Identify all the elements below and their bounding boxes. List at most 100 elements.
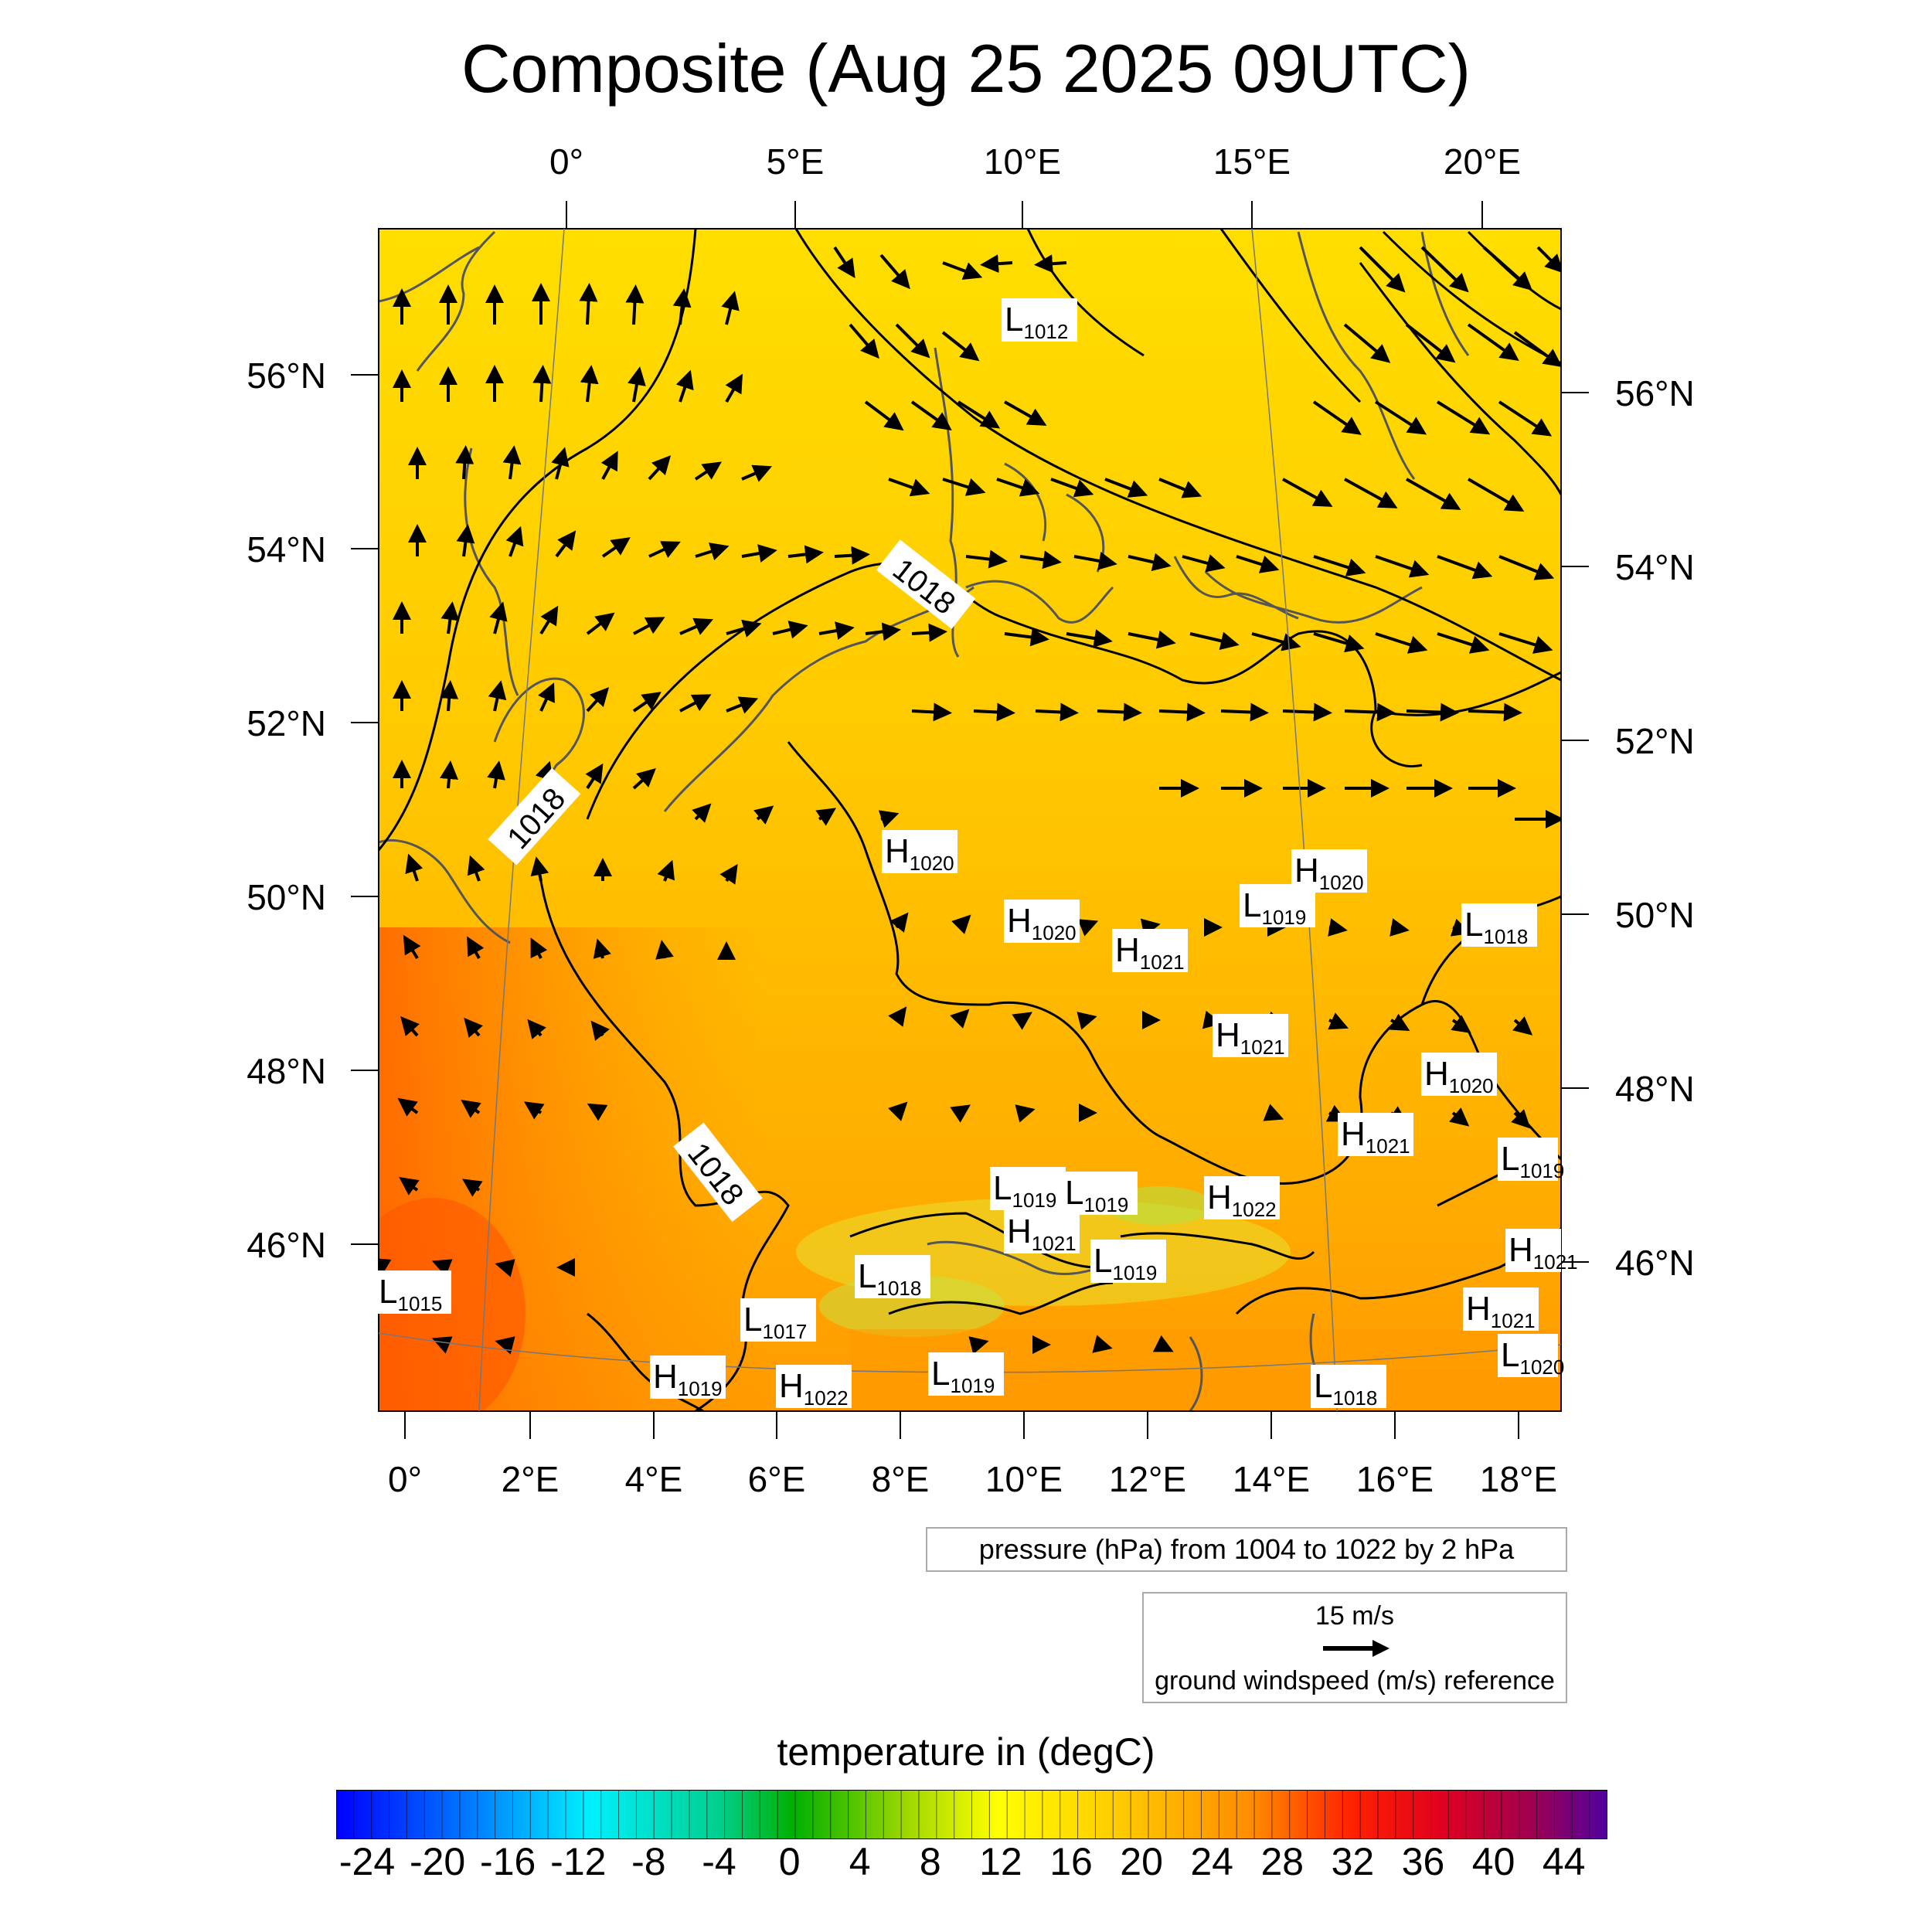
bottom-lon-label: 2°E bbox=[502, 1459, 560, 1499]
colorbar-tick-label: 24 bbox=[1190, 1840, 1233, 1883]
wind-reference-legend: 15 m/s ground windspeed (m/s) reference bbox=[1142, 1592, 1567, 1703]
bottom-lon-label: 0° bbox=[388, 1459, 422, 1499]
svg-text:H1021: H1021 bbox=[1216, 1016, 1285, 1059]
left-lat-label: 48°N bbox=[247, 1051, 326, 1091]
top-lon-label: 10°E bbox=[984, 141, 1061, 182]
pressure-center: L1019 bbox=[1062, 1172, 1138, 1216]
right-lat-label: 46°N bbox=[1615, 1243, 1695, 1283]
colorbar-tick-label: -4 bbox=[702, 1840, 736, 1883]
right-lat-label: 50°N bbox=[1615, 895, 1695, 935]
map-title: Composite (Aug 25 2025 09UTC) bbox=[461, 30, 1471, 107]
left-lat-label: 54°N bbox=[247, 529, 326, 570]
svg-text:H1021: H1021 bbox=[1466, 1290, 1536, 1332]
tick-marks bbox=[351, 201, 1589, 1439]
right-lat-labels: 56°N 54°N 52°N 50°N 48°N 46°N bbox=[1615, 373, 1695, 1283]
svg-text:H1020: H1020 bbox=[885, 832, 954, 875]
top-lon-label: 15°E bbox=[1213, 141, 1291, 182]
svg-text:L1018: L1018 bbox=[1464, 906, 1528, 948]
colorbar-tick-label: 44 bbox=[1542, 1840, 1586, 1883]
top-lon-labels: 0° 5°E 10°E 15°E 20°E bbox=[549, 141, 1521, 182]
svg-text:H1021: H1021 bbox=[1509, 1231, 1578, 1274]
weather-map: 0° 5°E 10°E 15°E 20°E 0° 2°E 4°E 6°E 8°E… bbox=[247, 141, 1695, 1499]
svg-text:L1019: L1019 bbox=[993, 1169, 1056, 1212]
svg-text:H1021: H1021 bbox=[1341, 1115, 1410, 1158]
pressure-center: L1018 bbox=[855, 1255, 930, 1300]
svg-text:H1022: H1022 bbox=[1207, 1179, 1277, 1221]
svg-text:L1018: L1018 bbox=[1314, 1367, 1377, 1410]
pressure-center: H1020 bbox=[1004, 900, 1080, 944]
pressure-center: L1017 bbox=[740, 1298, 816, 1343]
pressure-center: L1019 bbox=[1090, 1240, 1166, 1284]
colorbar-tick-label: 20 bbox=[1120, 1840, 1163, 1883]
colorbar-tick-label: 0 bbox=[778, 1840, 801, 1883]
svg-text:L1019: L1019 bbox=[1501, 1140, 1564, 1182]
svg-text:L1019: L1019 bbox=[1065, 1174, 1128, 1216]
svg-text:L1019: L1019 bbox=[1094, 1242, 1157, 1284]
pressure-center: H1020 bbox=[882, 830, 957, 875]
pressure-center: L1019 bbox=[990, 1167, 1066, 1212]
svg-text:L1012: L1012 bbox=[1005, 301, 1068, 343]
svg-text:H1020: H1020 bbox=[1424, 1055, 1494, 1097]
bottom-lon-label: 6°E bbox=[748, 1459, 806, 1499]
pressure-legend-text: pressure (hPa) from 1004 to 1022 by 2 hP… bbox=[978, 1533, 1515, 1565]
left-lat-label: 50°N bbox=[247, 877, 326, 917]
pressure-center: H1021 bbox=[1338, 1113, 1413, 1158]
svg-text:L1020: L1020 bbox=[1501, 1336, 1564, 1379]
top-lon-label: 0° bbox=[549, 141, 583, 182]
colorbar-tick-label: 12 bbox=[979, 1840, 1022, 1883]
colorbar-tick-label: 32 bbox=[1331, 1840, 1375, 1883]
top-lon-label: 20°E bbox=[1444, 141, 1521, 182]
wind-reference-speed: 15 m/s bbox=[1315, 1601, 1395, 1631]
pressure-center: H1020 bbox=[1421, 1053, 1497, 1097]
colorbar-tick-label: -20 bbox=[409, 1840, 466, 1883]
wind-vectors bbox=[379, 246, 1561, 1355]
pressure-center: L1020 bbox=[1498, 1334, 1564, 1379]
pressure-center: H1022 bbox=[1204, 1176, 1280, 1221]
bottom-lon-label: 12°E bbox=[1109, 1459, 1186, 1499]
pressure-center: L1018 bbox=[1461, 903, 1537, 948]
left-lat-labels: 56°N 54°N 52°N 50°N 48°N 46°N bbox=[247, 355, 326, 1265]
pressure-center: H1021 bbox=[1213, 1014, 1288, 1059]
pressure-center: L1019 bbox=[1240, 884, 1315, 929]
svg-text:H1019: H1019 bbox=[653, 1358, 723, 1400]
bottom-lon-label: 18°E bbox=[1480, 1459, 1557, 1499]
svg-text:H1022: H1022 bbox=[779, 1367, 849, 1410]
right-lat-label: 48°N bbox=[1615, 1069, 1695, 1109]
colorbar-tick-label: -8 bbox=[631, 1840, 666, 1883]
wind-reference-caption: ground windspeed (m/s) reference bbox=[1155, 1666, 1555, 1696]
svg-text:L1018: L1018 bbox=[858, 1257, 921, 1300]
colorbar-tick-label: -12 bbox=[550, 1840, 607, 1883]
bottom-lon-labels: 0° 2°E 4°E 6°E 8°E 10°E 12°E 14°E 16°E 1… bbox=[388, 1459, 1557, 1499]
svg-text:H1020: H1020 bbox=[1294, 852, 1364, 894]
coastlines bbox=[379, 230, 1470, 1411]
top-lon-label: 5°E bbox=[767, 141, 825, 182]
temperature-field bbox=[379, 229, 1561, 1411]
left-lat-label: 46°N bbox=[247, 1225, 326, 1265]
pressure-center: H1021 bbox=[1505, 1229, 1578, 1274]
svg-text:L1015: L1015 bbox=[379, 1273, 442, 1315]
colorbar-tick-label: 28 bbox=[1260, 1840, 1304, 1883]
bottom-lon-label: 8°E bbox=[872, 1459, 930, 1499]
temperature-colorbar bbox=[336, 1790, 1607, 1839]
bottom-lon-label: 14°E bbox=[1233, 1459, 1310, 1499]
bottom-lon-label: 4°E bbox=[625, 1459, 683, 1499]
colorbar-tick-label: -16 bbox=[480, 1840, 536, 1883]
left-lat-label: 56°N bbox=[247, 355, 326, 396]
right-lat-label: 52°N bbox=[1615, 721, 1695, 761]
pressure-center: L1012 bbox=[1002, 298, 1077, 343]
colorbar-tick-label: 16 bbox=[1049, 1840, 1093, 1883]
pressure-centers: L1012 H1020 H1020 H1020 L1019 H1021 L101… bbox=[377, 298, 1578, 1410]
pressure-center: H1021 bbox=[1463, 1287, 1539, 1332]
svg-text:L1017: L1017 bbox=[743, 1301, 807, 1343]
pressure-center: L1019 bbox=[928, 1352, 1004, 1397]
map-frame bbox=[378, 228, 1562, 1412]
wind-reference-arrow-icon bbox=[1323, 1640, 1389, 1657]
pressure-center: L1015 bbox=[377, 1270, 451, 1315]
colorbar-tick-label: 8 bbox=[919, 1840, 941, 1883]
pressure-center: L1018 bbox=[1311, 1365, 1386, 1410]
pressure-center: H1019 bbox=[650, 1355, 726, 1400]
svg-text:H1021: H1021 bbox=[1115, 931, 1185, 974]
right-lat-label: 54°N bbox=[1615, 547, 1695, 587]
bottom-lon-label: 16°E bbox=[1356, 1459, 1434, 1499]
right-lat-label: 56°N bbox=[1615, 373, 1695, 413]
